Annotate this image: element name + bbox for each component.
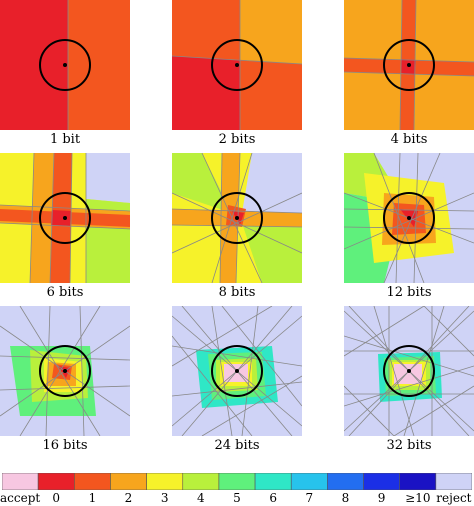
acceptance-circle [211, 39, 263, 91]
panel-32-bits [344, 306, 474, 436]
caption-6: 12 bits [386, 285, 432, 300]
center-dot [63, 63, 67, 67]
legend-label-6: 5 [233, 491, 241, 505]
panel-16-bits [0, 306, 130, 436]
caption-8: 24 bits [214, 438, 260, 453]
legend-label-12: reject [436, 491, 472, 505]
panel-9-svg [344, 306, 474, 436]
panel-6-bits [0, 153, 130, 283]
acceptance-circle [39, 192, 91, 244]
legend-swatch-12 [435, 473, 472, 490]
panel-1-bit [0, 0, 130, 130]
legend-swatch-2 [74, 473, 111, 490]
panel-8-svg [172, 306, 302, 436]
panel-24-bits [172, 306, 302, 436]
center-dot [63, 369, 67, 373]
panel-3-svg [344, 0, 474, 130]
legend-swatch-1 [37, 473, 75, 490]
legend-swatch-3 [110, 473, 147, 490]
caption-4: 6 bits [46, 285, 84, 300]
center-dot [407, 63, 411, 67]
panel-6-svg [344, 153, 474, 283]
panel-2-svg [172, 0, 302, 130]
panel-5-svg [172, 153, 302, 283]
acceptance-circle [383, 192, 435, 244]
legend-swatch-0 [2, 473, 39, 490]
panel-12-bits [344, 153, 474, 283]
caption-9: 32 bits [386, 438, 432, 453]
panel-7-svg [0, 306, 130, 436]
acceptance-circle [211, 345, 263, 397]
legend-swatch-4 [146, 473, 184, 490]
caption-5: 8 bits [218, 285, 256, 300]
caption-3: 4 bits [390, 132, 428, 147]
acceptance-circle [383, 345, 435, 397]
caption-2: 2 bits [218, 132, 256, 147]
caption-1: 1 bit [49, 132, 81, 147]
legend-label-2: 1 [88, 491, 97, 505]
legend-label-3: 2 [124, 491, 133, 505]
center-dot [235, 216, 239, 220]
acceptance-circle [383, 39, 435, 91]
colorbar-legend [2, 473, 472, 490]
legend-label-7: 6 [269, 491, 278, 505]
acceptance-circle [39, 39, 91, 91]
panel-8-bits [172, 153, 302, 283]
legend-label-9: 8 [341, 491, 350, 505]
panel-1-svg [0, 0, 130, 130]
legend-swatch-9 [327, 473, 364, 490]
caption-7: 16 bits [42, 438, 88, 453]
acceptance-circle [211, 192, 263, 244]
legend-label-5: 4 [196, 491, 205, 505]
center-dot [235, 63, 239, 67]
legend-label-11: ≥10 [405, 491, 431, 505]
center-dot [407, 369, 411, 373]
panel-2-bits [172, 0, 302, 130]
legend-swatch-10 [363, 473, 400, 490]
legend-label-0: accept [0, 491, 41, 505]
legend-label-1: 0 [52, 491, 61, 505]
acceptance-circle [39, 345, 91, 397]
legend-swatch-5 [182, 473, 220, 490]
legend-swatch-11 [399, 473, 437, 490]
legend-swatch-7 [254, 473, 292, 490]
panel-4-svg [0, 153, 130, 283]
panel-4-bits [344, 0, 474, 130]
legend-label-10: 9 [377, 491, 386, 505]
legend-swatch-6 [218, 473, 256, 490]
center-dot [63, 216, 67, 220]
legend-swatch-8 [290, 473, 328, 490]
legend-label-4: 3 [160, 491, 169, 505]
center-dot [407, 216, 411, 220]
center-dot [235, 369, 239, 373]
legend-label-8: 7 [305, 491, 314, 505]
